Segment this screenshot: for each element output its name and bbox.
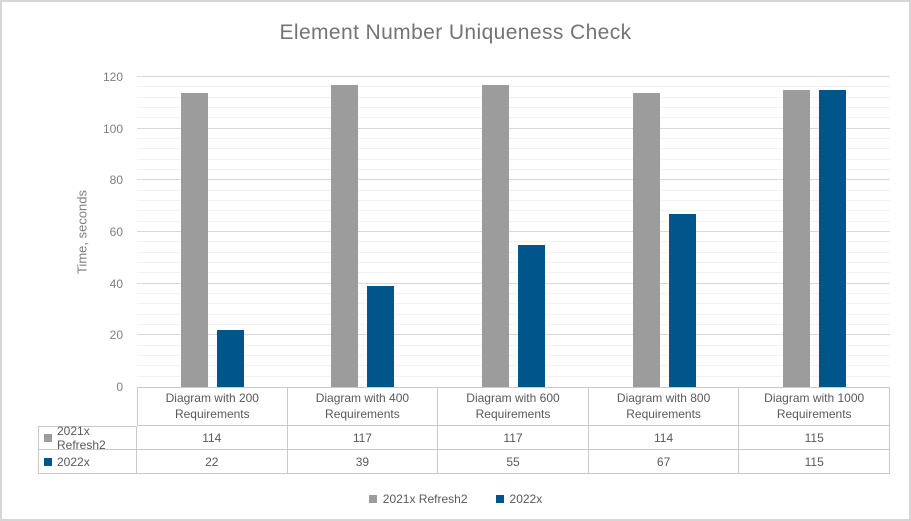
bar: [180, 92, 208, 387]
table-header-cell: Diagram with 600 Requirements: [438, 387, 589, 426]
bar: [517, 244, 545, 387]
bar: [481, 84, 509, 387]
series-swatch-icon: [44, 434, 52, 442]
table-value-cell: 115: [739, 426, 890, 450]
minor-gridline: [137, 313, 890, 315]
table-row-label: 2021x Refresh2: [38, 424, 137, 452]
table-value-cell: 55: [438, 450, 589, 474]
table-corner-cell: [38, 387, 137, 426]
minor-gridline: [137, 117, 890, 119]
bar: [783, 89, 811, 387]
minor-gridline: [137, 303, 890, 305]
table-value-cell: 117: [287, 426, 439, 450]
minor-gridline: [137, 200, 890, 201]
minor-gridline: [137, 375, 890, 377]
table-value-cell: 39: [287, 450, 439, 474]
minor-gridline: [137, 344, 890, 346]
minor-gridline: [137, 148, 890, 150]
minor-gridline: [137, 96, 890, 98]
minor-gridline: [137, 107, 890, 108]
table-value-cell: 67: [588, 450, 740, 474]
plot-area: [137, 76, 890, 387]
table-header-cell: Diagram with 200 Requirements: [137, 387, 288, 426]
bar-group: [589, 77, 740, 387]
major-gridline: [137, 231, 890, 232]
chart-legend: 2021x Refresh2 2022x: [2, 492, 909, 506]
series-swatch-icon: [44, 457, 52, 466]
table-header-cell: Diagram with 800 Requirements: [588, 387, 740, 426]
minor-gridline: [137, 293, 890, 294]
bar: [331, 84, 359, 387]
bar: [216, 330, 244, 387]
bar: [668, 213, 696, 387]
minor-gridline: [137, 355, 890, 356]
table-value-cell: 115: [739, 450, 890, 474]
minor-gridline: [137, 189, 890, 191]
legend-item: 2021x Refresh2: [368, 492, 468, 506]
minor-gridline: [137, 86, 890, 88]
bar-group: [288, 77, 439, 387]
y-tick-label: 120: [102, 70, 123, 84]
legend-label: 2021x Refresh2: [382, 492, 468, 506]
bars-layer: [137, 77, 890, 387]
y-tick-label: 80: [109, 173, 123, 188]
data-table: Diagram with 200 Requirements Diagram wit…: [38, 387, 890, 474]
table-value-cell: 117: [438, 426, 589, 450]
legend-swatch-icon: [368, 495, 377, 503]
bar-group: [739, 77, 890, 387]
y-tick-label: 60: [109, 225, 123, 239]
minor-gridline: [137, 251, 890, 253]
bar: [632, 92, 660, 387]
minor-gridline: [137, 365, 890, 367]
y-axis-ticks: 0 20 40 60 80 100 120: [62, 70, 130, 394]
minor-gridline: [137, 324, 890, 325]
minor-gridline: [137, 169, 890, 170]
legend-label: 2022x: [509, 492, 543, 506]
y-tick-label: 100: [102, 121, 123, 136]
bar-group: [438, 77, 589, 387]
y-tick-label: 20: [109, 328, 123, 343]
minor-gridline: [137, 272, 890, 274]
bar-group: [137, 77, 288, 387]
minor-gridline: [137, 241, 890, 243]
minor-gridline: [137, 262, 890, 263]
minor-gridline: [137, 158, 890, 160]
chart-title: Element Number Uniqueness Check: [279, 21, 632, 44]
table-header-cell: Diagram with 1000 Requirements: [739, 387, 890, 426]
minor-gridline: [137, 210, 890, 212]
minor-gridline: [137, 138, 890, 139]
major-gridline: [137, 179, 890, 181]
major-gridline: [137, 127, 890, 129]
bar: [819, 89, 847, 387]
table-header-cell: Diagram with 400 Requirements: [287, 387, 439, 426]
table-row-label: 2022x: [38, 450, 137, 474]
major-gridline: [137, 76, 890, 77]
major-gridline: [137, 334, 890, 336]
y-tick-label: 40: [109, 276, 123, 291]
series-name: 2022x: [57, 454, 90, 469]
legend-swatch-icon: [495, 495, 504, 503]
table-value-cell: 22: [137, 450, 288, 474]
minor-gridline: [137, 220, 890, 222]
series-name: 2021x Refresh2: [57, 424, 106, 452]
y-tick-label: 0: [116, 380, 123, 394]
table-value-cell: 114: [588, 426, 740, 450]
table-value-cell: 114: [137, 426, 288, 450]
bar: [367, 286, 395, 387]
legend-item: 2022x: [495, 492, 543, 506]
major-gridline: [137, 282, 890, 284]
